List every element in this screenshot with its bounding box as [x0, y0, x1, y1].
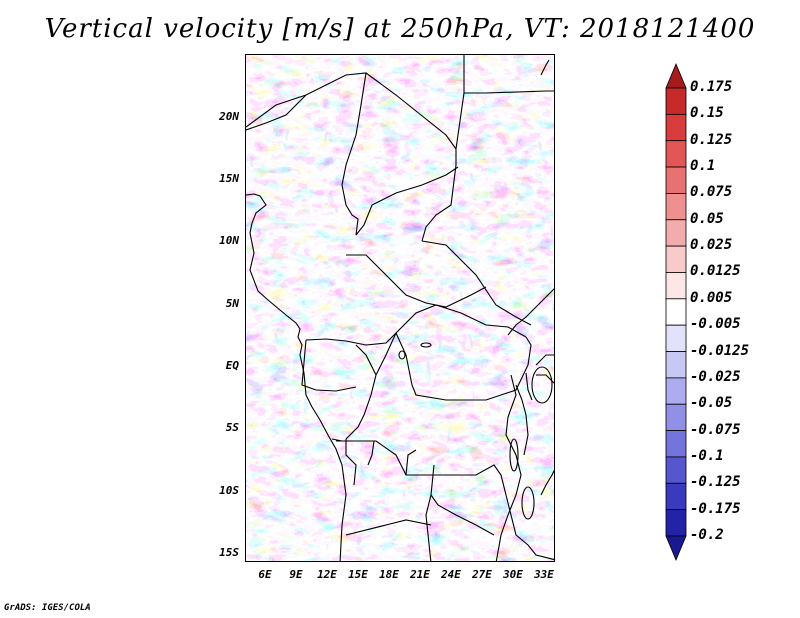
colorbar-segment [665, 535, 687, 562]
colorbar-segment [665, 324, 687, 352]
colorbar-segment [665, 113, 687, 142]
colorbar-segment [665, 351, 687, 379]
colorbar-segment [665, 140, 687, 168]
lat-label-15s: 15S [219, 546, 239, 559]
colorbar-segment [665, 456, 687, 484]
colorbar-segment [665, 272, 687, 300]
lat-label-eq: EQ [225, 359, 239, 372]
colorbar-label: 0.005 [690, 289, 733, 306]
lon-label-24e: 24E [441, 568, 461, 581]
colorbar-label: 0.125 [690, 131, 733, 148]
colorbar-segment [665, 166, 687, 194]
colorbar-label: -0.025 [690, 368, 741, 385]
lat-label-5n: 5N [225, 297, 239, 310]
colorbar-label: -0.075 [690, 421, 741, 438]
lon-label-12e: 12E [317, 568, 337, 581]
colorbar-segment [665, 509, 687, 537]
colorbar-segment [665, 87, 687, 115]
lat-label-10s: 10S [219, 484, 239, 497]
colorbar-segment [665, 245, 687, 273]
colorbar [665, 62, 687, 562]
colorbar-label: -0.2 [690, 527, 724, 543]
colorbar-label: -0.005 [690, 316, 741, 333]
colorbar-label: 0.15 [690, 105, 724, 122]
plot-title: Vertical velocity [m/s] at 250hPa, VT: 2… [44, 14, 756, 44]
borders-and-coastlines [246, 55, 554, 561]
colorbar-label: 0.175 [690, 79, 733, 95]
colorbar-segment [665, 62, 687, 89]
colorbar-label: 0.05 [690, 210, 724, 227]
colorbar-segment [665, 377, 687, 405]
colorbar-label: -0.175 [690, 500, 741, 517]
lat-label-20n: 20N [219, 110, 239, 123]
colorbar-segment [665, 193, 687, 221]
lon-label-30e: 30E [503, 568, 523, 581]
colorbar-label: 0.025 [690, 237, 733, 254]
colorbar-segment [665, 430, 687, 458]
colorbar-label: 0.0125 [690, 263, 741, 280]
colorbar-label: -0.05 [690, 395, 733, 412]
colorbar-segment [665, 298, 687, 326]
lon-label-33e: 33E [534, 568, 554, 581]
lon-label-6e: 6E [258, 568, 272, 581]
colorbar-label: -0.1 [690, 447, 724, 464]
lat-label-5s: 5S [225, 421, 239, 434]
lat-label-15n: 15N [219, 172, 239, 185]
colorbar-segment [665, 219, 687, 247]
colorbar-label: -0.0125 [690, 342, 750, 359]
lon-label-21e: 21E [410, 568, 430, 581]
lon-label-15e: 15E [348, 568, 368, 581]
lon-label-18e: 18E [379, 568, 399, 581]
lon-label-27e: 27E [472, 568, 492, 581]
lat-label-10n: 10N [219, 234, 239, 247]
colorbar-label: -0.125 [690, 474, 741, 491]
vertical-velocity-field [246, 55, 554, 561]
grads-credit: GrADS: IGES/COLA [4, 603, 91, 613]
colorbar-segment [665, 403, 687, 431]
velocity-streaks [246, 55, 554, 561]
lon-label-9e: 9E [289, 568, 303, 581]
map-panel [245, 54, 555, 562]
colorbar-label: 0.1 [690, 158, 716, 175]
colorbar-label: 0.075 [690, 184, 733, 201]
colorbar-segment [665, 482, 687, 511]
